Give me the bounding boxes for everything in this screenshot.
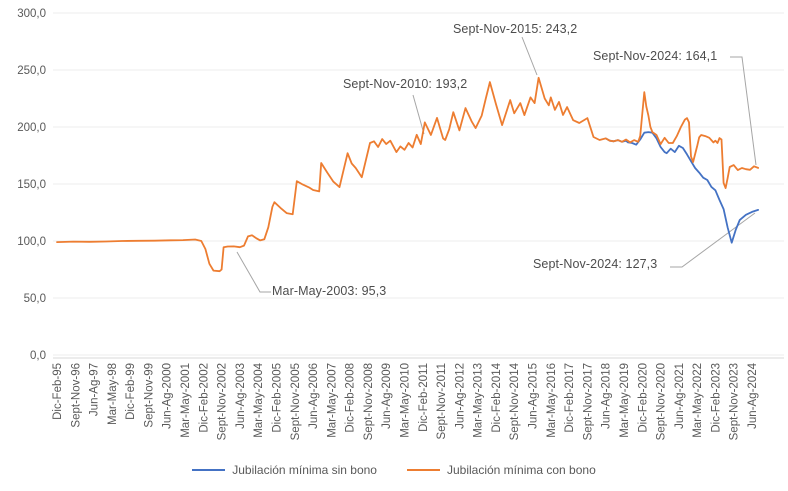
legend-label-sin-bono: Jubilación mínima sin bono bbox=[232, 463, 377, 477]
y-axis-tick-label: 150,0 bbox=[17, 179, 46, 191]
x-axis-tick-label: Mar-May-2022 bbox=[692, 363, 704, 438]
annotation-sept-nov-2024-sin-bono: Sept-Nov-2024: 127,3 bbox=[533, 257, 658, 271]
x-axis-tick-label: Dic-Feb-2014 bbox=[491, 362, 503, 432]
x-axis-tick-label: Jun-Ag-2015 bbox=[528, 363, 540, 429]
x-axis-tick-label: Dic-Feb-95 bbox=[52, 363, 64, 420]
x-axis-tick-label: Jun-Ag-2021 bbox=[674, 363, 686, 429]
x-axis-tick-label: Jun-Ag-2000 bbox=[162, 363, 174, 429]
x-axis-tick-label: Mar-May-2013 bbox=[473, 363, 485, 438]
y-axis-tick-label: 200,0 bbox=[17, 122, 46, 134]
y-axis-tick-label: 250,0 bbox=[17, 65, 46, 77]
series-line-sin-bono bbox=[604, 131, 759, 244]
x-axis-tick-label: Jun-Ag-2003 bbox=[235, 363, 247, 429]
x-axis-tick-label: Sept-Nov-2002 bbox=[217, 363, 229, 440]
annotation-leader-line bbox=[521, 36, 538, 76]
x-axis-tick-label: Mar-May-2001 bbox=[180, 363, 192, 438]
series-line-con-bono bbox=[56, 76, 759, 273]
x-axis-tick-label: Mar-May-2004 bbox=[253, 362, 265, 437]
x-axis-tick-label: Sept-Nov-2014 bbox=[509, 362, 521, 440]
x-axis-tick-label: Jun-Ag-2018 bbox=[601, 363, 613, 429]
x-axis-tick-label: Jun-Ag-2006 bbox=[308, 363, 320, 429]
x-axis-tick-label: Sept-Nov-2008 bbox=[363, 363, 375, 440]
annotation-leader-line bbox=[236, 251, 271, 293]
x-axis-tick-label: Dic-Feb-2002 bbox=[198, 363, 210, 433]
legend-line-swatch-blue bbox=[192, 468, 226, 472]
annotation-sept-nov-2015: Sept-Nov-2015: 243,2 bbox=[453, 22, 578, 36]
x-axis-tick-label: Sept-Nov-2023 bbox=[729, 363, 741, 440]
legend-line-swatch-orange bbox=[406, 468, 440, 472]
annotation-leader-line bbox=[412, 94, 425, 135]
x-axis-tick-label: Dic-Feb-2008 bbox=[345, 363, 357, 433]
legend: Jubilación mínima sin bono Jubilación mí… bbox=[0, 463, 788, 477]
y-axis-tick-label: 100,0 bbox=[17, 236, 46, 248]
x-axis-tick-label: Sept-Nov-2017 bbox=[582, 363, 594, 440]
x-axis-tick-label: Mar-May-2019 bbox=[619, 363, 631, 438]
x-axis-tick-label: Mar-May-2016 bbox=[546, 363, 558, 438]
x-axis-tick-label: Sept-Nov-96 bbox=[70, 363, 82, 428]
x-axis-tick-label: Dic-Feb-2011 bbox=[418, 363, 430, 432]
x-axis-tick-label: Dic-Feb-99 bbox=[125, 363, 137, 420]
annotation-leader-line bbox=[670, 212, 756, 268]
annotation-sept-nov-2024-con-bono: Sept-Nov-2024: 164,1 bbox=[593, 49, 718, 63]
x-axis-tick-label: Jun-Ag-2009 bbox=[381, 363, 393, 429]
x-axis-tick-label: Sept-Nov-99 bbox=[143, 363, 155, 428]
x-axis-tick-label: Mar-May-98 bbox=[107, 363, 119, 425]
x-axis-tick-label: Dic-Feb-2023 bbox=[710, 363, 722, 433]
x-axis-tick-label: Sept-Nov-2005 bbox=[290, 363, 302, 440]
x-axis-tick-label: Sept-Nov-2011 bbox=[436, 363, 448, 440]
x-axis-tick-label: Dic-Feb-2020 bbox=[637, 363, 649, 433]
y-axis-tick-label: 0,0 bbox=[30, 350, 46, 362]
x-axis-tick-label: Mar-May-2010 bbox=[400, 363, 412, 438]
legend-item-con-bono: Jubilación mínima con bono bbox=[406, 463, 596, 477]
x-axis-tick-label: Jun-Ag-2024 bbox=[747, 362, 759, 428]
y-axis-tick-label: 50,0 bbox=[24, 293, 46, 305]
legend-item-sin-bono: Jubilación mínima sin bono bbox=[192, 463, 377, 477]
annotation-mar-may-2003: Mar-May-2003: 95,3 bbox=[272, 284, 387, 298]
annotation-sept-nov-2010: Sept-Nov-2010: 193,2 bbox=[343, 77, 468, 91]
x-axis-tick-label: Sept-Nov-2020 bbox=[656, 363, 668, 440]
legend-label-con-bono: Jubilación mínima con bono bbox=[446, 463, 596, 477]
annotation-leader-line bbox=[730, 56, 757, 166]
y-axis-tick-label: 300,0 bbox=[17, 8, 46, 20]
x-axis-tick-label: Dic-Feb-2005 bbox=[271, 363, 283, 433]
x-axis-tick-label: Jun-Ag-2012 bbox=[454, 363, 466, 429]
x-axis-tick-label: Jun-Ag-97 bbox=[89, 363, 101, 416]
x-axis-tick-label: Mar-May-2007 bbox=[326, 363, 338, 438]
x-axis-tick-label: Dic-Feb-2017 bbox=[564, 363, 576, 433]
